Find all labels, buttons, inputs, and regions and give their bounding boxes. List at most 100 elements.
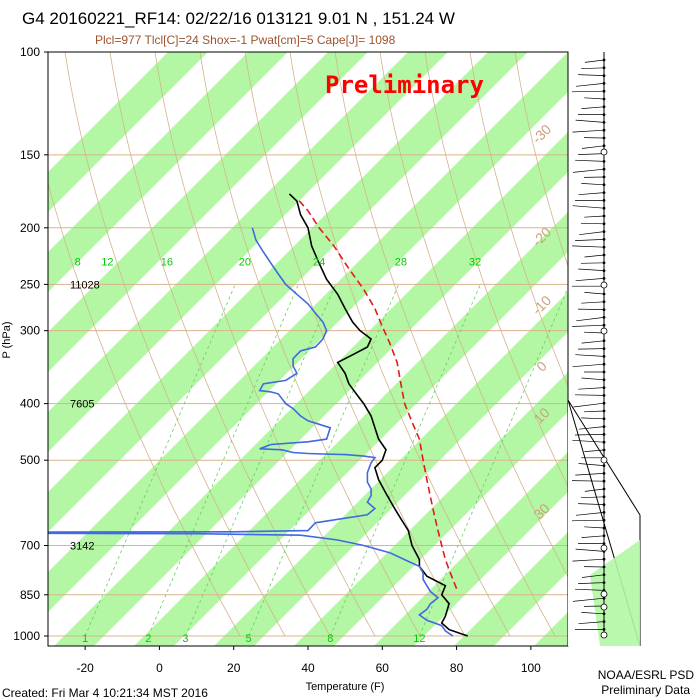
- wind-barb: [578, 621, 605, 625]
- x-tick-label: 20: [227, 661, 241, 675]
- wind-barb: [584, 449, 605, 452]
- wind-barb: [572, 324, 605, 327]
- wind-barb: [581, 574, 605, 578]
- created-timestamp: Created: Fri Mar 4 10:21:34 MST 2016: [2, 686, 208, 700]
- wind-barb-dot: [602, 238, 606, 241]
- mixing-ratio-lines: [84, 284, 568, 637]
- isotherm-band: [374, 452, 568, 646]
- wind-barb: [578, 426, 605, 430]
- chart-subtitle: Plcl=977 Tlcl[C]=24 Shox=-1 Pwat[cm]=5 C…: [95, 33, 396, 47]
- wind-barb: [572, 129, 605, 133]
- mixing-ratio-label: 8: [75, 256, 81, 268]
- temperature-axis: -20 0 20 40 60 80 100: [76, 646, 541, 675]
- x-tick-label: -20: [76, 661, 94, 675]
- wind-barb-dot: [602, 425, 606, 428]
- wind-barb-panel: [567, 52, 641, 647]
- wind-barb-dot: [602, 472, 606, 475]
- calm-wind-circle: [600, 544, 608, 552]
- wind-barb: [572, 597, 605, 602]
- x-axis-label: Temperature (F): [306, 681, 385, 693]
- isotherm-band: [48, 52, 368, 372]
- dry-adiabat-line: [469, 52, 568, 388]
- dry-adiabat-line: [154, 52, 376, 637]
- wind-barb-dot: [602, 300, 606, 304]
- wind-barb: [578, 582, 605, 584]
- y-tick-label: 700: [20, 539, 40, 553]
- wind-barb-dot: [602, 362, 606, 366]
- wind-barb: [577, 308, 605, 310]
- y-tick-label: 300: [20, 324, 40, 338]
- wind-barb: [572, 245, 605, 248]
- wind-barb-dot: [602, 596, 606, 600]
- mixing-ratio-bottom-label: 8: [327, 633, 333, 645]
- mixing-ratio-label: 24: [313, 256, 325, 268]
- wind-barb: [578, 387, 605, 390]
- calm-wind-circle: [600, 281, 608, 289]
- wind-barb-dot: [602, 511, 606, 514]
- wind-barb-dot: [602, 495, 606, 499]
- wind-barb-dot: [602, 128, 606, 132]
- y-tick-label: 400: [20, 397, 40, 411]
- preliminary-data-note: Preliminary Data: [601, 683, 690, 697]
- wind-barb-dot: [602, 339, 606, 343]
- y-tick-label: 850: [20, 588, 40, 602]
- wind-barb: [575, 548, 605, 552]
- wind-barb: [578, 153, 605, 155]
- chart-title: G4 20160221_RF14: 02/22/16 013121 9.01 N…: [22, 9, 455, 28]
- wind-barb: [581, 417, 605, 420]
- wind-barb-dot: [602, 409, 606, 413]
- wind-barb-dot: [602, 440, 606, 444]
- wind-barb: [578, 463, 605, 466]
- wind-barb-dot: [602, 167, 606, 171]
- calm-wind-circle: [600, 456, 608, 464]
- wind-barb-dot: [602, 378, 606, 382]
- dewpoint-profile: [48, 227, 454, 637]
- isotherm-band: [454, 532, 568, 646]
- wind-barb: [584, 292, 605, 295]
- dry-adiabat-line: [379, 52, 568, 578]
- calm-wind-circle: [600, 148, 608, 156]
- wind-barb: [584, 215, 605, 218]
- x-tick-label: 0: [156, 661, 163, 675]
- wind-barb: [581, 535, 605, 538]
- wind-barb: [571, 90, 605, 93]
- calm-wind-circle: [600, 603, 608, 611]
- y-tick-label: 500: [20, 453, 40, 467]
- mixing-ratio-line: [248, 284, 399, 637]
- dry-adiabat-line: [48, 181, 241, 637]
- y-axis-label: P (hPa): [1, 321, 13, 358]
- dry-adiabat-line: [424, 52, 568, 488]
- isotherm-label: 0: [533, 358, 550, 375]
- wind-barb-dot: [602, 628, 606, 631]
- mixing-ratio-label: 12: [101, 256, 113, 268]
- wind-barb: [574, 434, 605, 436]
- dry-adiabat-line: [64, 52, 286, 637]
- dry-adiabat-line: [109, 52, 331, 637]
- wind-barb: [584, 331, 605, 334]
- wind-barb: [584, 59, 605, 63]
- wind-barb: [581, 145, 605, 149]
- wind-barb: [578, 268, 605, 271]
- wind-barb: [572, 558, 605, 562]
- wind-barb-dot: [602, 394, 606, 397]
- wind-barb: [577, 348, 605, 350]
- isotherm-band: [640, 0, 700, 700]
- wind-barb: [575, 473, 605, 476]
- wind-barb-dot: [602, 355, 606, 358]
- wind-barb-dot: [602, 308, 606, 311]
- mixing-ratio-line: [419, 286, 568, 637]
- y-tick-label: 200: [20, 221, 40, 235]
- y-tick-label: 1000: [13, 629, 40, 643]
- wind-barb-dot: [602, 370, 606, 374]
- wind-barb-dot: [602, 487, 606, 491]
- mixing-ratio-line: [329, 284, 481, 637]
- wind-barb-dot: [602, 113, 606, 116]
- dry-adiabat-line: [514, 52, 568, 268]
- wind-barb-dot: [602, 97, 606, 101]
- mixing-ratio-bottom-label: 1: [82, 633, 88, 645]
- wind-barb-dot: [602, 448, 606, 452]
- wind-barb-dot: [602, 277, 606, 280]
- wind-barb: [575, 239, 605, 241]
